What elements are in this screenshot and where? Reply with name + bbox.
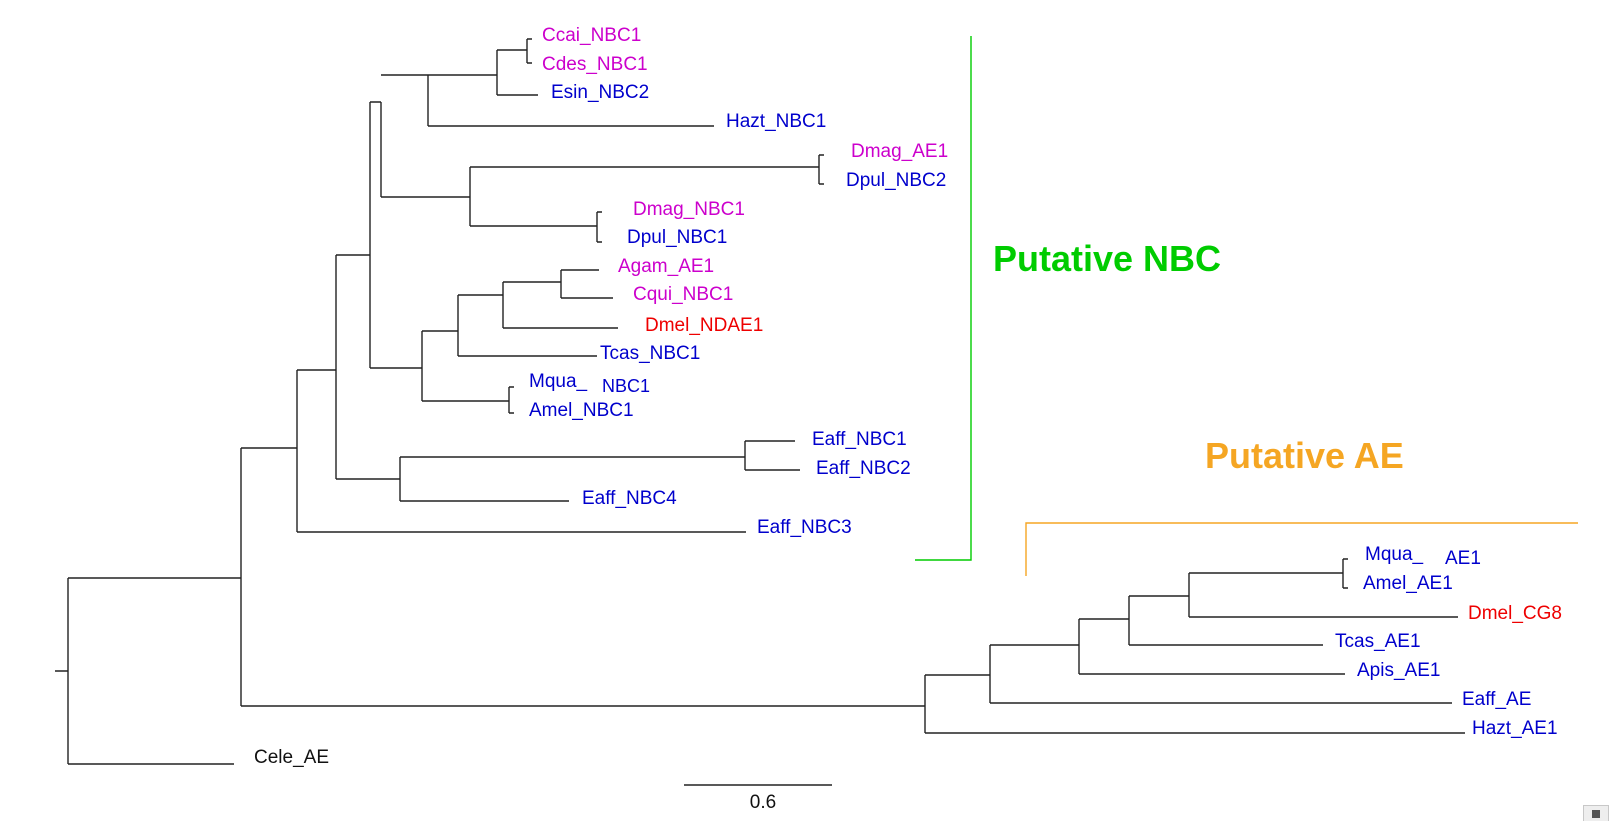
leaf-label: Cqui_NBC1 <box>633 284 733 305</box>
leaf-label: AE1 <box>1445 548 1481 569</box>
tree-branches <box>55 38 1465 765</box>
leaf-label: Esin_NBC2 <box>551 82 649 103</box>
leaf-label: Cdes_NBC1 <box>542 54 648 75</box>
leaf-label: Apis_AE1 <box>1357 660 1440 681</box>
leaf-label: Eaff_AE <box>1462 689 1531 710</box>
leaf-label: NBC1 <box>602 376 650 396</box>
ae-clade-bracket <box>1025 522 1578 576</box>
scale-bar-label: 0.6 <box>750 792 776 813</box>
corner-resize-button[interactable] <box>1583 805 1609 821</box>
leaf-label: Ccai_NBC1 <box>542 25 641 46</box>
leaf-label: Eaff_NBC3 <box>757 517 852 538</box>
leaf-label: Dmag_NBC1 <box>633 199 745 220</box>
leaf-label: Cele_AE <box>254 747 329 768</box>
leaf-label: Dmel_NDAE1 <box>645 315 763 336</box>
leaf-label: Dmag_AE1 <box>851 141 948 162</box>
leaf-label: Eaff_NBC4 <box>582 488 677 509</box>
clade-title-ae: Putative AE <box>1205 435 1404 476</box>
leaf-label: Amel_AE1 <box>1363 573 1453 594</box>
leaf-label: Eaff_NBC2 <box>816 458 911 479</box>
leaf-label: Dpul_NBC2 <box>846 170 946 191</box>
leaf-label: Mqua_ <box>1365 544 1424 565</box>
leaf-label: Hazt_AE1 <box>1472 718 1558 739</box>
leaf-label: Tcas_AE1 <box>1335 631 1421 652</box>
leaf-label: Amel_NBC1 <box>529 400 634 421</box>
leaf-label: Tcas_NBC1 <box>600 343 700 364</box>
leaf-label: Hazt_NBC1 <box>726 111 826 132</box>
square-icon <box>1592 810 1600 818</box>
leaf-label: Dpul_NBC1 <box>627 227 727 248</box>
clade-title-nbc: Putative NBC <box>993 238 1221 279</box>
leaf-labels: Ccai_NBC1 Cdes_NBC1 Esin_NBC2 Hazt_NBC1 … <box>254 25 1562 768</box>
scale-bar: 0.6 <box>684 784 832 813</box>
leaf-label: Eaff_NBC1 <box>812 429 907 450</box>
leaf-label: Agam_AE1 <box>618 256 714 277</box>
leaf-label: Dmel_CG8 <box>1468 603 1562 624</box>
nbc-clade-bracket <box>915 36 972 561</box>
leaf-label: Mqua_ <box>529 371 588 392</box>
